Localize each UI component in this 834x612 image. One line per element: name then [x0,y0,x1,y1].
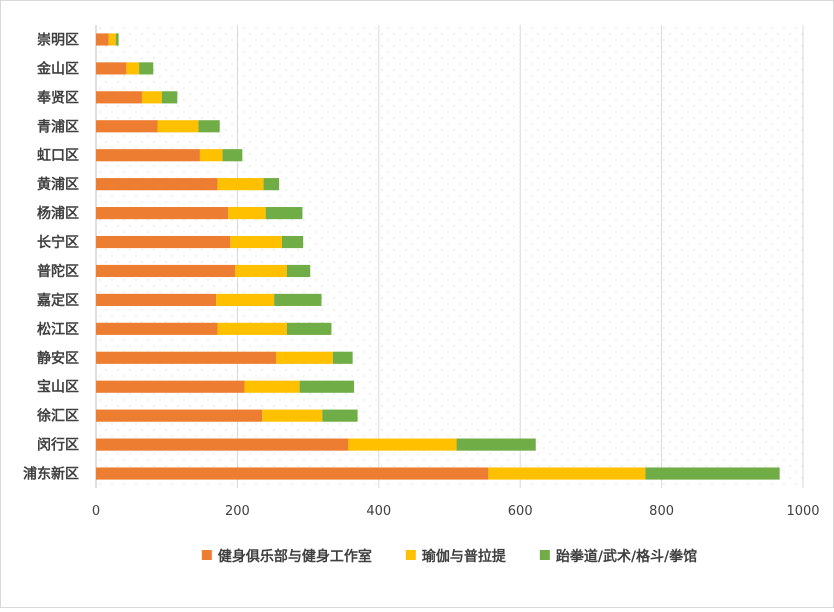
bar-segment [96,293,217,306]
category-label: 徐汇区 [36,408,79,425]
bar-segment [281,235,304,249]
bar-segment [141,91,162,104]
legend-label: 跆拳道/武术/格斗/拳馆 [556,548,697,565]
category-labels: 崇明区金山区奉贤区青浦区虹口区黄浦区杨浦区长宁区普陀区嘉定区松江区静安区宝山区徐… [23,31,79,482]
category-label: 崇明区 [37,31,79,48]
x-tick-label: 800 [649,504,674,519]
category-label: 闵行区 [37,437,79,454]
bar-segment [96,120,158,133]
category-label: 宝山区 [37,379,79,396]
bar-segment [96,178,218,191]
legend-label: 健身俱乐部与健身工作室 [218,548,372,565]
legend-swatch [405,550,416,560]
x-tick-label: 0 [92,504,100,519]
x-tick-label: 400 [366,504,391,519]
legend: 健身俱乐部与健身工作室 瑜伽与普拉提 跆拳道/武术/格斗/拳馆 [201,548,697,565]
category-label: 青浦区 [37,118,79,135]
category-label: 松江区 [37,321,79,338]
bar-segment [96,467,489,480]
bar-segment [157,120,199,133]
bar-segment [139,62,154,75]
bar-segment [332,351,353,364]
bar-segment [96,62,127,75]
legend-label: 瑜伽与普拉提 [422,548,507,565]
category-label: 黄浦区 [37,176,79,193]
bar-segment [262,409,323,422]
bar-segment [286,264,311,278]
legend-item: 瑜伽与普拉提 [405,548,507,565]
bar-segment [263,178,280,191]
bar-segment [199,149,223,162]
category-label: 普陀区 [37,263,79,280]
bar-segment [96,33,109,46]
bar-segment [96,351,277,364]
x-tick-label: 200 [225,504,250,519]
bar-segment [276,351,333,364]
bar-segment [286,322,332,335]
legend-item: 健身俱乐部与健身工作室 [201,548,372,565]
category-label: 浦东新区 [23,466,79,483]
x-tick-label: 1000 [786,504,819,519]
bar-segment [96,149,200,162]
bar-segment [96,264,236,278]
bar-segment [96,91,142,104]
bar-segment [96,235,231,249]
bar-segment [235,264,287,278]
bar-segment [244,380,300,393]
category-label: 静安区 [37,350,79,367]
bar-segment [645,467,780,480]
bar-segment [228,207,266,220]
bar-segment [96,438,349,451]
bar-segment [126,62,140,75]
bar-segment [217,322,287,335]
bar-segment [299,380,355,393]
bar-segment [96,409,263,422]
bar-segment [274,293,322,306]
bar-segment [217,178,264,191]
bar-segment [96,322,218,335]
category-label: 长宁区 [37,234,79,251]
x-tick-label: 600 [508,504,533,519]
bar-segment [222,149,243,162]
bar-segment [96,380,245,393]
category-label: 杨浦区 [37,205,79,222]
bar-segment [488,467,646,480]
bar-segment [115,33,119,46]
legend-swatch [539,550,550,560]
bars [96,33,780,480]
bar-segment [198,120,220,133]
legend-item: 跆拳道/武术/格斗/拳馆 [539,548,697,565]
bar-segment [161,91,178,104]
category-label: 奉贤区 [37,89,79,106]
legend-swatch [201,550,212,560]
bar-segment [456,438,536,451]
category-label: 金山区 [36,60,79,77]
bar-segment [322,409,358,422]
category-label: 虹口区 [37,148,79,164]
bar-segment [108,33,116,46]
bar-segment [230,235,282,249]
x-axis-tick-labels: 0 200 400 600 800 1000 [92,504,820,519]
category-label: 嘉定区 [36,292,79,309]
bar-segment [348,438,457,451]
bar-segment [216,293,275,306]
bar-segment [96,207,229,220]
bar-segment [265,207,303,220]
